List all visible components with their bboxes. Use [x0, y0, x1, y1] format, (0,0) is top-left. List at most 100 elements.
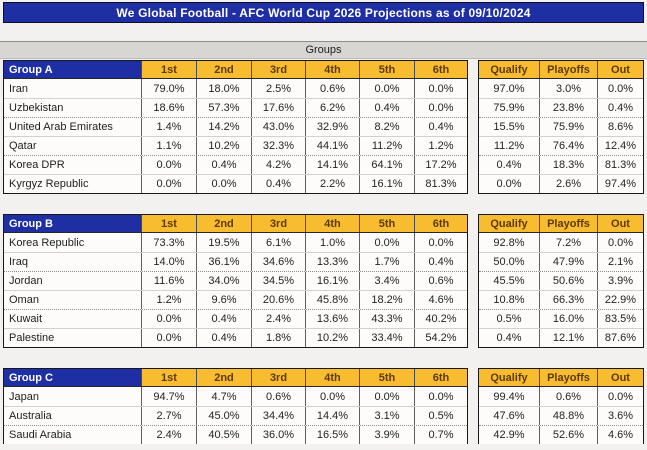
- position-prob-cell[interactable]: 34.0%: [196, 272, 251, 290]
- position-prob-cell[interactable]: 4.7%: [196, 387, 251, 406]
- outcome-prob-cell[interactable]: 0.4%: [496, 332, 522, 344]
- position-prob-cell[interactable]: 0.4%: [359, 99, 414, 117]
- position-prob-cell[interactable]: 11.2%: [359, 137, 414, 155]
- team-name-cell[interactable]: Iran: [9, 82, 28, 95]
- outcome-prob-cell[interactable]: 99.4%: [493, 390, 525, 403]
- outcome-prob-cell[interactable]: 97.0%: [493, 82, 525, 95]
- outcome-prob-cell[interactable]: 0.6%: [539, 387, 597, 406]
- team-name-cell[interactable]: Kyrgyz Republic: [9, 178, 89, 190]
- position-prob-cell[interactable]: 2.7%: [141, 407, 196, 425]
- position-prob-cell[interactable]: 0.6%: [251, 387, 305, 406]
- outcome-header-cell[interactable]: Qualify: [479, 215, 539, 232]
- position-prob-cell[interactable]: 11.6%: [141, 272, 196, 290]
- position-prob-cell[interactable]: 34.5%: [251, 272, 305, 290]
- team-name-cell[interactable]: Australia: [9, 410, 52, 422]
- outcome-prob-cell[interactable]: 11.2%: [493, 140, 525, 152]
- position-prob-cell[interactable]: 4.2%: [251, 156, 305, 174]
- position-prob-cell[interactable]: 0.0%: [359, 79, 414, 98]
- position-prob-cell[interactable]: 36.1%: [196, 253, 251, 271]
- outcome-prob-cell[interactable]: 15.5%: [493, 121, 525, 133]
- position-prob-cell[interactable]: 44.1%: [305, 137, 359, 155]
- position-prob-cell[interactable]: 0.0%: [305, 387, 359, 406]
- position-header-cell[interactable]: 6th: [414, 369, 467, 386]
- group-label-cell[interactable]: Group C: [4, 369, 141, 386]
- position-prob-cell[interactable]: 6.1%: [251, 233, 305, 252]
- outcome-prob-cell[interactable]: 3.9%: [597, 272, 643, 290]
- team-name-cell[interactable]: Oman: [9, 294, 39, 306]
- position-header-cell[interactable]: 5th: [359, 61, 414, 78]
- position-prob-cell[interactable]: 94.7%: [141, 387, 196, 406]
- position-header-cell[interactable]: 3rd: [251, 215, 305, 232]
- team-name-cell[interactable]: Palestine: [9, 332, 55, 344]
- position-prob-cell[interactable]: 40.2%: [414, 310, 467, 328]
- position-prob-cell[interactable]: 0.0%: [141, 310, 196, 328]
- position-prob-cell[interactable]: 64.1%: [359, 156, 414, 174]
- outcome-prob-cell[interactable]: 16.0%: [539, 310, 597, 328]
- position-prob-cell[interactable]: 14.4%: [305, 407, 359, 425]
- team-name-cell[interactable]: Korea Republic: [9, 236, 85, 249]
- outcome-prob-cell[interactable]: 4.6%: [597, 426, 643, 444]
- outcome-prob-cell[interactable]: 22.9%: [597, 291, 643, 309]
- team-name-cell[interactable]: Korea DPR: [9, 159, 65, 171]
- outcome-prob-cell[interactable]: 75.9%: [539, 118, 597, 136]
- outcome-prob-cell[interactable]: 48.8%: [539, 407, 597, 425]
- outcome-prob-cell[interactable]: 18.3%: [539, 156, 597, 174]
- position-prob-cell[interactable]: 18.0%: [196, 79, 251, 98]
- outcome-prob-cell[interactable]: 10.8%: [493, 294, 525, 306]
- position-prob-cell[interactable]: 9.6%: [196, 291, 251, 309]
- position-prob-cell[interactable]: 18.6%: [141, 99, 196, 117]
- team-name-cell[interactable]: United Arab Emirates: [9, 121, 113, 133]
- position-prob-cell[interactable]: 14.0%: [141, 253, 196, 271]
- position-prob-cell[interactable]: 19.5%: [196, 233, 251, 252]
- position-prob-cell[interactable]: 0.0%: [414, 79, 467, 98]
- position-prob-cell[interactable]: 14.1%: [305, 156, 359, 174]
- position-prob-cell[interactable]: 3.4%: [359, 272, 414, 290]
- position-prob-cell[interactable]: 79.0%: [141, 79, 196, 98]
- outcome-prob-cell[interactable]: 50.0%: [493, 256, 525, 268]
- outcome-prob-cell[interactable]: 0.0%: [496, 178, 522, 190]
- position-prob-cell[interactable]: 16.1%: [305, 272, 359, 290]
- position-prob-cell[interactable]: 43.0%: [251, 118, 305, 136]
- position-prob-cell[interactable]: 0.0%: [196, 175, 251, 193]
- group-label-cell[interactable]: Group A: [4, 61, 141, 78]
- outcome-prob-cell[interactable]: 83.5%: [597, 310, 643, 328]
- position-prob-cell[interactable]: 1.4%: [141, 118, 196, 136]
- position-prob-cell[interactable]: 0.7%: [414, 426, 467, 444]
- position-header-cell[interactable]: 6th: [414, 61, 467, 78]
- position-prob-cell[interactable]: 33.4%: [359, 329, 414, 347]
- outcome-prob-cell[interactable]: 3.0%: [539, 79, 597, 98]
- position-prob-cell[interactable]: 34.4%: [251, 407, 305, 425]
- position-prob-cell[interactable]: 0.0%: [359, 387, 414, 406]
- outcome-prob-cell[interactable]: 8.6%: [597, 118, 643, 136]
- position-prob-cell[interactable]: 73.3%: [141, 233, 196, 252]
- outcome-prob-cell[interactable]: 75.9%: [493, 102, 525, 114]
- outcome-prob-cell[interactable]: 7.2%: [539, 233, 597, 252]
- position-prob-cell[interactable]: 1.1%: [141, 137, 196, 155]
- position-prob-cell[interactable]: 16.5%: [305, 426, 359, 444]
- position-prob-cell[interactable]: 0.0%: [141, 329, 196, 347]
- outcome-prob-cell[interactable]: 42.9%: [493, 429, 525, 441]
- outcome-prob-cell[interactable]: 12.4%: [597, 137, 643, 155]
- position-prob-cell[interactable]: 3.9%: [359, 426, 414, 444]
- position-header-cell[interactable]: 6th: [414, 215, 467, 232]
- position-prob-cell[interactable]: 2.5%: [251, 79, 305, 98]
- position-prob-cell[interactable]: 32.3%: [251, 137, 305, 155]
- position-header-cell[interactable]: 1st: [141, 61, 196, 78]
- outcome-prob-cell[interactable]: 2.1%: [597, 253, 643, 271]
- position-prob-cell[interactable]: 0.0%: [141, 156, 196, 174]
- position-header-cell[interactable]: 1st: [141, 215, 196, 232]
- position-header-cell[interactable]: 3rd: [251, 369, 305, 386]
- position-prob-cell[interactable]: 4.6%: [414, 291, 467, 309]
- position-prob-cell[interactable]: 43.3%: [359, 310, 414, 328]
- position-prob-cell[interactable]: 0.4%: [196, 329, 251, 347]
- position-prob-cell[interactable]: 0.6%: [414, 272, 467, 290]
- outcome-prob-cell[interactable]: 47.9%: [539, 253, 597, 271]
- position-header-cell[interactable]: 4th: [305, 215, 359, 232]
- outcome-prob-cell[interactable]: 0.4%: [496, 159, 522, 171]
- position-prob-cell[interactable]: 81.3%: [414, 175, 467, 193]
- outcome-prob-cell[interactable]: 45.5%: [493, 275, 525, 287]
- outcome-header-cell[interactable]: Playoffs: [539, 61, 597, 78]
- position-prob-cell[interactable]: 36.0%: [251, 426, 305, 444]
- position-prob-cell[interactable]: 0.5%: [414, 407, 467, 425]
- outcome-prob-cell[interactable]: 97.4%: [597, 175, 643, 193]
